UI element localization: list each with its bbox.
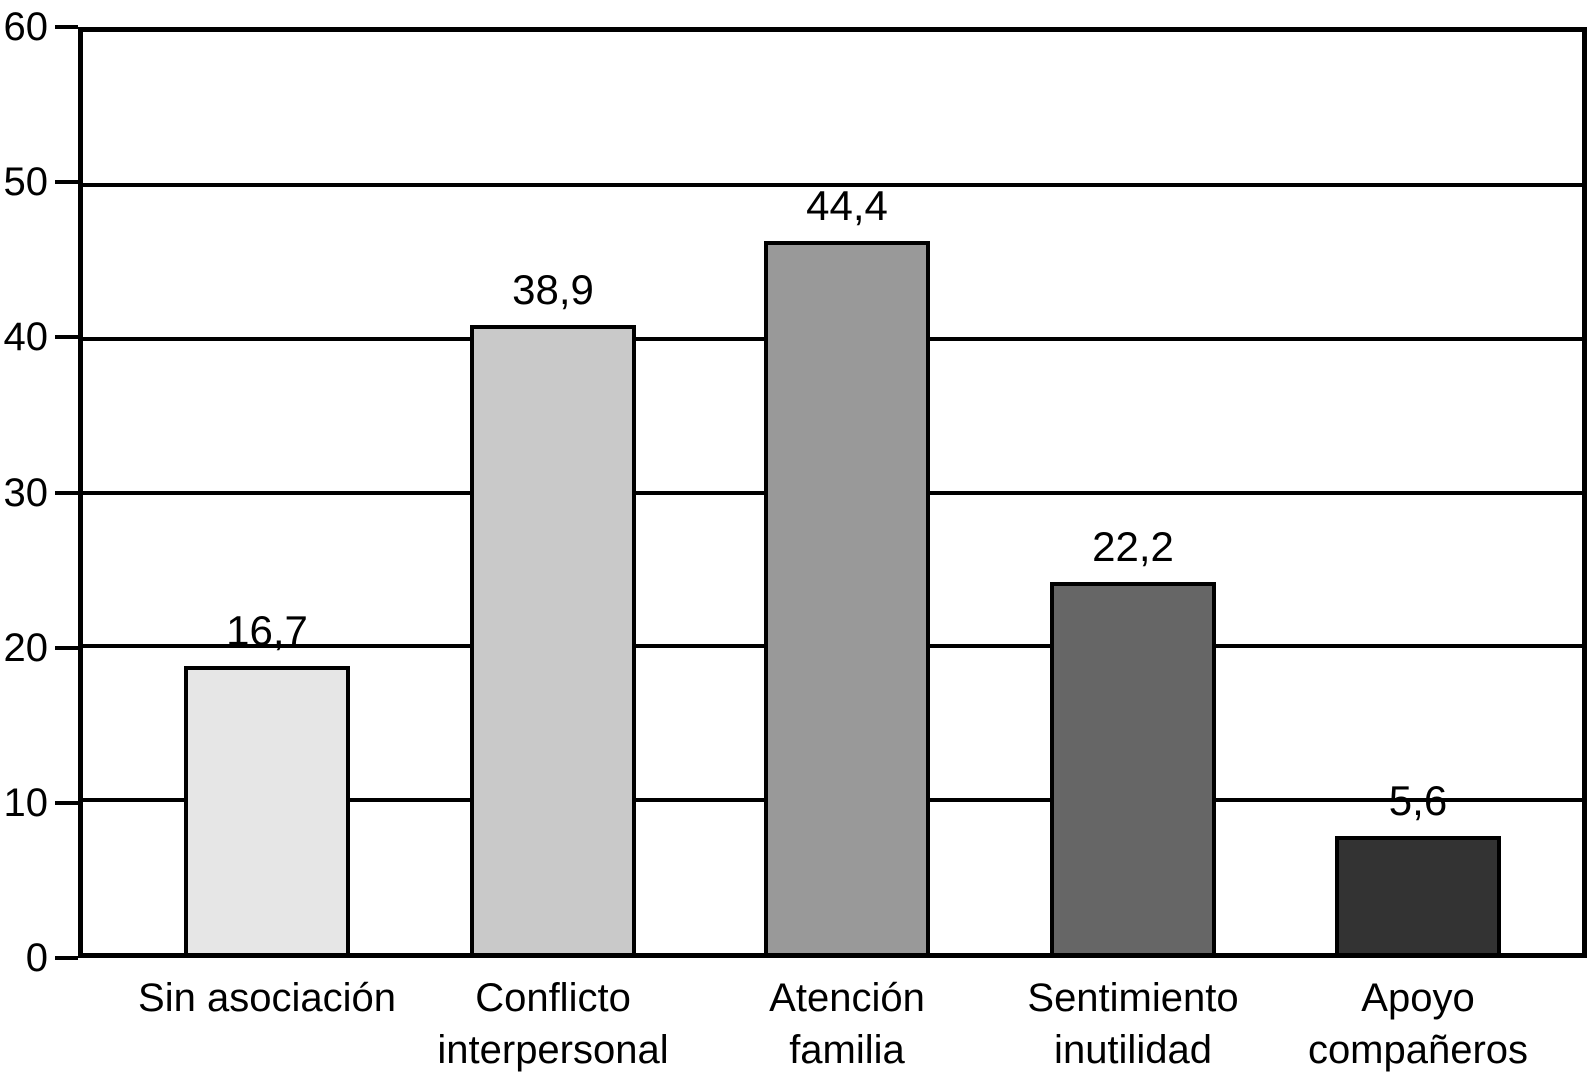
bar (1050, 581, 1216, 953)
bar-value-label: 44,4 (806, 181, 888, 229)
bar-value-label: 16,7 (226, 606, 308, 654)
y-axis-tick-label: 40 (3, 315, 49, 360)
y-axis-tick-label: 20 (3, 625, 49, 670)
bar-value-label: 5,6 (1388, 777, 1448, 825)
gridline (83, 183, 1582, 188)
bar (184, 665, 350, 953)
y-axis-tick (55, 335, 78, 340)
x-category-label: Sentimiento inutilidad (1027, 976, 1239, 1072)
y-axis-tick-label: 0 (25, 936, 48, 980)
y-axis-tick (55, 180, 78, 185)
y-axis-tick-label: 60 (3, 5, 49, 49)
bar (764, 240, 930, 953)
y-axis-tick (55, 645, 78, 650)
x-category-label: Atención familia (769, 976, 925, 1072)
bar-value-label: 38,9 (512, 266, 594, 314)
bar-value-label: 22,2 (1092, 522, 1174, 570)
plot-area: 16,7 38,9 44,4 22,2 5,6 (78, 27, 1587, 958)
x-category-label: Sin asociación (138, 976, 396, 1020)
y-axis-tick (55, 25, 78, 29)
y-axis-tick-label: 10 (3, 780, 49, 825)
bar (1335, 836, 1501, 953)
y-axis-tick-label: 30 (3, 470, 49, 515)
y-axis-tick (55, 490, 78, 495)
y-axis-tick-label: 50 (3, 160, 49, 205)
x-category-label: Apoyo compañeros (1307, 976, 1529, 1072)
y-axis-tick (55, 956, 78, 960)
bar (470, 325, 636, 953)
y-axis-tick (55, 800, 78, 805)
x-category-label: Conflicto interpersonal (437, 976, 669, 1072)
